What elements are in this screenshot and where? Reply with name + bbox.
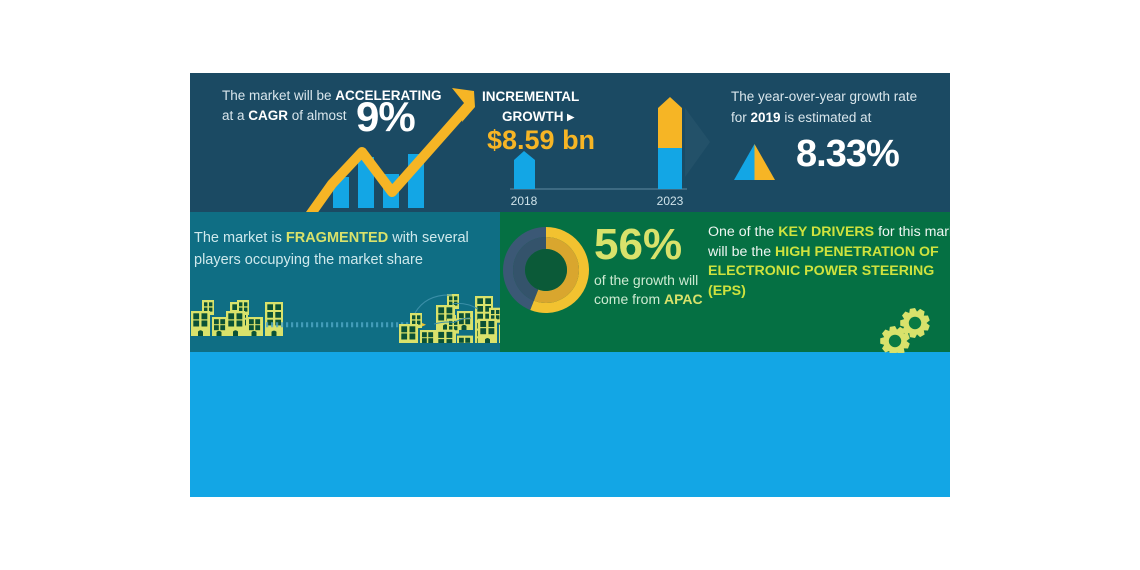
svg-text:2023: 2023 xyxy=(657,194,684,208)
svg-text:2018: 2018 xyxy=(511,194,538,208)
